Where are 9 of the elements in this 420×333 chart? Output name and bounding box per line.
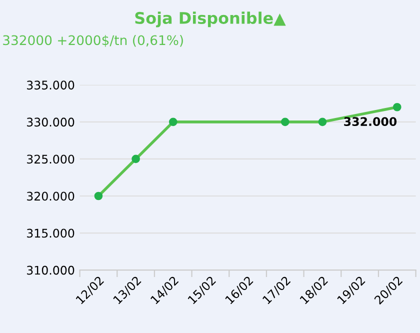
y-tick-label: 315.000 <box>27 228 74 238</box>
y-tick-label: 325.000 <box>27 154 74 164</box>
data-label: 332.000 <box>344 117 397 126</box>
y-tick-label: 320.000 <box>27 192 74 201</box>
chart-subtitle: 332000 +2000$/tn (0,61%) <box>3 34 183 47</box>
y-tick-label: 335.000 <box>27 80 74 90</box>
y-tick-label: 330.000 <box>27 118 74 127</box>
y-tick-label: 310.000 <box>27 266 74 275</box>
chart-title: Soja Disponible▲ <box>135 12 286 28</box>
